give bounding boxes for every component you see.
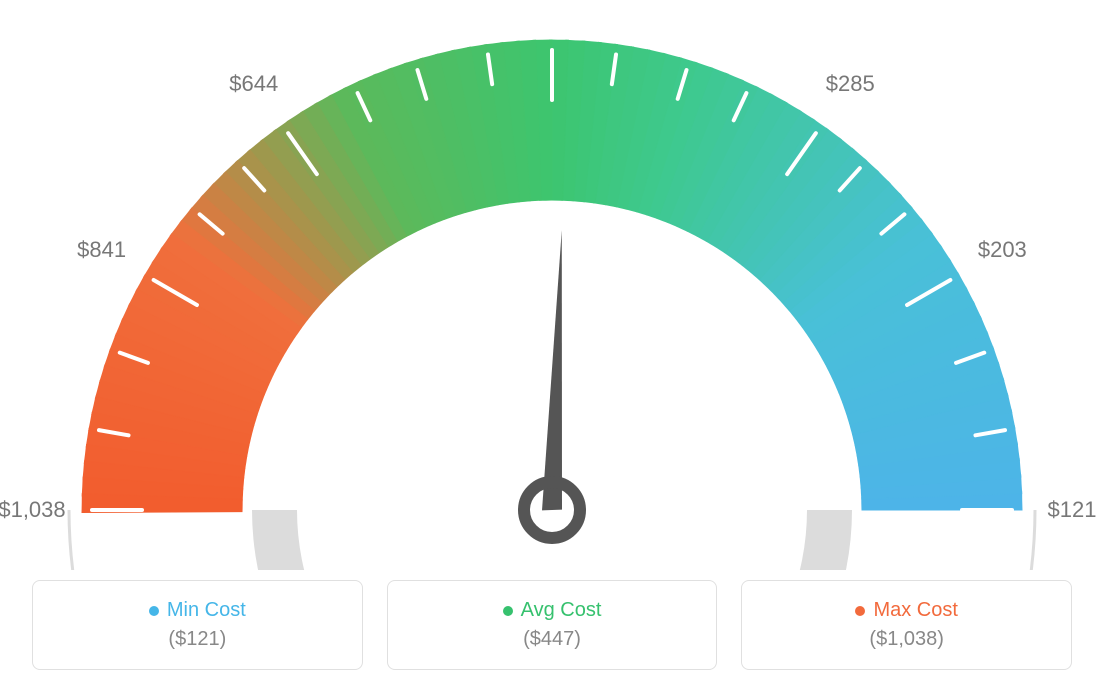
legend-min-top: Min Cost xyxy=(149,599,246,622)
gauge-tick-label: $203 xyxy=(978,237,1027,263)
legend-min-value: ($121) xyxy=(168,628,226,651)
legend-min-dot xyxy=(149,606,159,616)
legend-max-label: Max Cost xyxy=(873,599,957,622)
legend-avg-value: ($447) xyxy=(523,628,581,651)
gauge-tick-label: $1,038 xyxy=(0,497,66,523)
legend-avg-top: Avg Cost xyxy=(503,599,602,622)
cost-gauge-widget: $121 $203 $285 $447 $644 $841 $1,038 Min Cost … xyxy=(0,0,1104,690)
gauge-tick-label: $121 xyxy=(1048,497,1097,523)
legend-avg-label: Avg Cost xyxy=(521,599,602,622)
legend-max-dot xyxy=(855,606,865,616)
legend-row: Min Cost ($121) Avg Cost ($447) Max Cost… xyxy=(0,580,1104,690)
legend-max-top: Max Cost xyxy=(855,599,957,622)
legend-min-label: Min Cost xyxy=(167,599,246,622)
legend-card-max: Max Cost ($1,038) xyxy=(741,580,1072,670)
legend-card-avg: Avg Cost ($447) xyxy=(387,580,718,670)
gauge-tick-label: $285 xyxy=(826,71,875,97)
legend-avg-dot xyxy=(503,606,513,616)
gauge-tick-label: $644 xyxy=(229,71,278,97)
gauge-chart: $121 $203 $285 $447 $644 $841 $1,038 xyxy=(0,0,1104,570)
legend-max-value: ($1,038) xyxy=(869,628,944,651)
gauge-tick-label: $841 xyxy=(77,237,126,263)
legend-card-min: Min Cost ($121) xyxy=(32,580,363,670)
gauge-tick-label: $447 xyxy=(528,0,577,3)
gauge-svg xyxy=(0,0,1104,570)
